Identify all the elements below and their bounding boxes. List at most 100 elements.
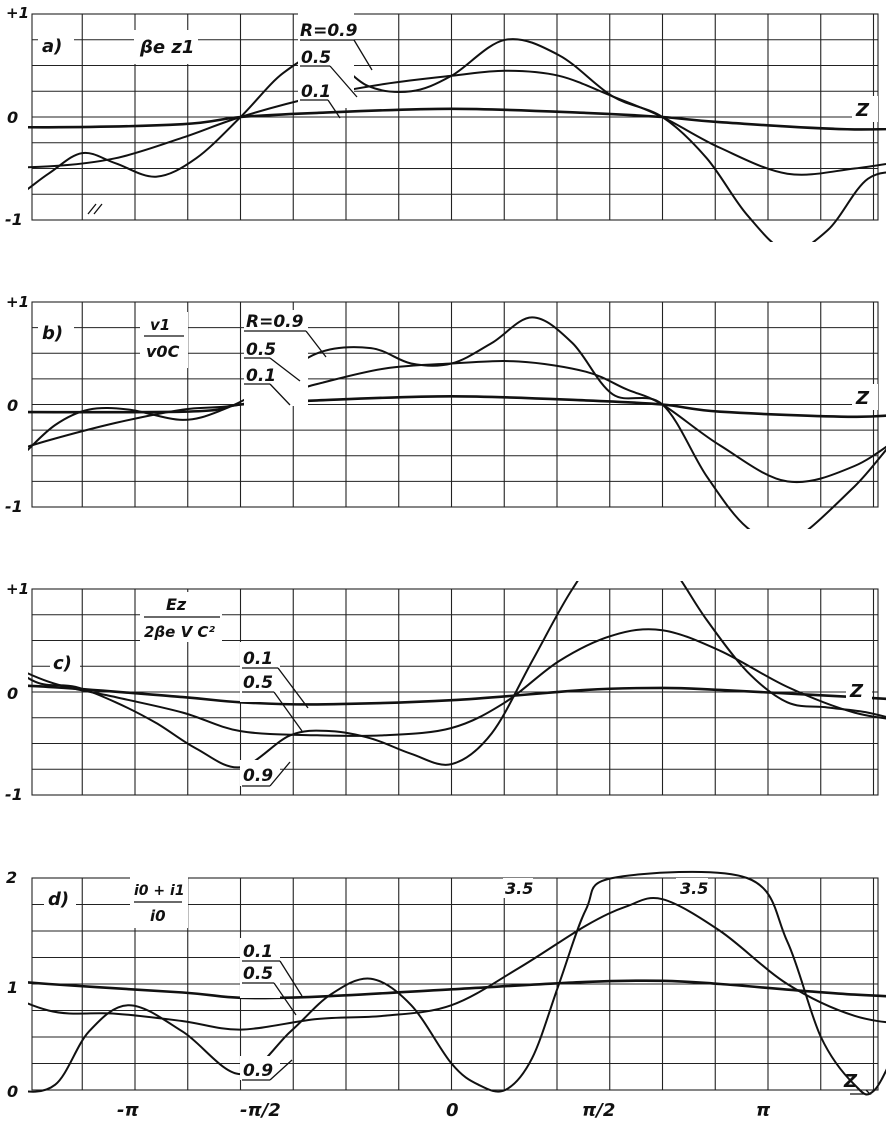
panel-d-ann-left-bg xyxy=(503,878,533,898)
panel-a-series-r05 xyxy=(28,69,886,176)
panel-b-legend-r09: R=0.9 xyxy=(246,312,304,332)
panel-c-z-bg xyxy=(846,678,872,702)
x-tick-labels: -π -π/2 0 π/2 π xyxy=(117,1100,771,1121)
panel-c-leader-r05 xyxy=(273,691,303,732)
panel-a-series-r09 xyxy=(28,38,886,242)
panel-d-leader-r01 xyxy=(279,960,303,997)
panel-b-leader-r09 xyxy=(305,330,327,358)
panel-c-legend-r05: 0.5 xyxy=(243,673,273,693)
panel-b-label-bg xyxy=(38,320,74,344)
panel-d-ytick-top: 2 xyxy=(6,868,17,887)
panel-b-label: b) xyxy=(42,323,63,344)
panel-c-legend-r01: 0.1 xyxy=(243,649,273,669)
panel-a-y-ticks: +1 0 -1 xyxy=(5,4,29,229)
panel-c-ytick-top: +1 xyxy=(6,580,29,598)
panel-d-leader-r05 xyxy=(273,982,297,1016)
panel-b-labels: b) v1 v0C R=0.9 0.5 0.1 Z xyxy=(38,310,878,410)
panel-c-ytick-bot: -1 xyxy=(5,785,23,804)
xtick-minus-pi: -π xyxy=(117,1100,139,1121)
panel-d-ytick-bot: 0 xyxy=(7,1082,18,1101)
panel-a-leader-r05 xyxy=(329,65,358,98)
panel-d-label-bg xyxy=(44,886,76,910)
panel-b-z-label: Z xyxy=(855,388,870,409)
panel-a-break-mark xyxy=(87,203,103,215)
panel-d-legend-r01: 0.1 xyxy=(243,942,273,962)
panel-d: 2 1 0 d) i0 + i1 i0 3.5 3.5 0.1 0.5 0.9 xyxy=(6,868,886,1121)
panel-d-series-r05 xyxy=(28,897,886,1031)
panel-c-labels: Ez 2βe V C² c) 0.1 0.5 0.9 Z xyxy=(50,592,872,787)
panel-b-series-r01 xyxy=(28,395,886,419)
panel-b-ylabel-den: v0C xyxy=(146,342,180,361)
panel-d-ann-right-bg xyxy=(676,878,708,898)
panel-c: +1 0 -1 Ez 2βe V C² c) 0.1 0.5 0.9 Z xyxy=(5,580,886,804)
panel-a-legend-r01: 0.1 xyxy=(301,82,331,102)
xtick-half-pi: π/2 xyxy=(582,1100,615,1121)
panel-c-label: c) xyxy=(53,653,72,674)
panel-a-ylabel-bg xyxy=(134,30,198,64)
panel-c-y-ticks: +1 0 -1 xyxy=(5,580,29,804)
panel-b-ytick-bot: -1 xyxy=(5,497,23,516)
panel-c-leader-r01 xyxy=(277,667,309,709)
panel-a-z-label: Z xyxy=(855,100,870,121)
panel-d-legend-r05: 0.5 xyxy=(243,964,273,984)
panel-c-leader-r09 xyxy=(269,761,291,787)
panel-b-legend-r01: 0.1 xyxy=(246,366,276,386)
panel-d-legend-r09: 0.9 xyxy=(243,1061,273,1081)
panel-b-grid xyxy=(31,301,879,508)
panel-a-labels: a) βe z1 R=0.9 0.5 0.1 Z xyxy=(38,12,878,215)
panel-d-annotation-left: 3.5 xyxy=(505,879,533,898)
panel-d-ylabel-den: i0 xyxy=(150,907,166,925)
panel-b-ytick-mid: 0 xyxy=(7,396,18,415)
panel-d-curves xyxy=(28,870,886,1096)
panel-a-legend-r05: 0.5 xyxy=(301,48,331,68)
panel-c-ytick-mid: 0 xyxy=(7,684,18,703)
panel-c-ylabel-num: Ez xyxy=(166,595,187,614)
panel-a-ylabel: βe z1 xyxy=(139,37,194,58)
panel-a-ytick-bot: -1 xyxy=(5,210,23,229)
panel-a-leader-r09 xyxy=(353,39,373,71)
panel-c-series-r05 xyxy=(28,628,886,737)
panel-d-leader-r09 xyxy=(269,1059,293,1081)
panel-d-ylabel-num: i0 + i1 xyxy=(134,883,185,899)
panel-b-series-r09 xyxy=(28,316,886,529)
panel-a-label-bg xyxy=(38,33,74,57)
panel-d-label: d) xyxy=(48,889,69,910)
panel-d-labels: d) i0 + i1 i0 3.5 3.5 0.1 0.5 0.9 Z xyxy=(44,876,872,1095)
xtick-minus-half-pi: -π/2 xyxy=(240,1100,281,1121)
panel-b-ytick-top: +1 xyxy=(6,293,29,311)
panel-a-ytick-mid: 0 xyxy=(7,108,18,127)
panel-b-curves xyxy=(28,316,886,529)
panel-c-series-r01 xyxy=(28,684,886,706)
panel-c-z-label: Z xyxy=(849,681,864,702)
panel-c-curves xyxy=(28,581,886,769)
panel-d-ytick-mid: 1 xyxy=(7,978,18,997)
panel-a-series-r01 xyxy=(28,107,886,131)
panel-b-series-r05 xyxy=(28,360,886,484)
panel-b-y-ticks: +1 0 -1 xyxy=(5,293,29,516)
panel-c-ylabel-den: 2βe V C² xyxy=(144,623,215,641)
panel-a-leader-r01 xyxy=(327,99,341,119)
panel-a-curves xyxy=(28,38,886,242)
panel-d-series-r01 xyxy=(28,979,886,1000)
panel-b-ylabel-num: v1 xyxy=(150,316,170,334)
panel-a-z-bg xyxy=(852,96,878,122)
panel-c-label-bg xyxy=(50,650,80,674)
panel-d-annotation-right: 3.5 xyxy=(680,879,708,898)
panel-a: +1 0 -1 a) βe z1 R=0.9 0.5 0.1 Z xyxy=(5,4,886,242)
xtick-pi: π xyxy=(756,1100,771,1121)
panel-d-legend-bg xyxy=(240,938,280,998)
panel-d-z-arrow xyxy=(850,1089,872,1095)
panel-b-ylabel-bg xyxy=(140,312,188,368)
panel-c-legend-r09: 0.9 xyxy=(243,766,273,786)
xtick-zero: 0 xyxy=(446,1100,459,1121)
panel-a-ytick-top: +1 xyxy=(6,4,29,22)
panel-b-leader-r05 xyxy=(269,357,301,382)
panel-c-series-r09 xyxy=(28,581,886,769)
panel-d-r09-bg xyxy=(240,1056,280,1080)
panel-c-frame xyxy=(31,588,879,796)
panel-b-leader-r01 xyxy=(269,383,291,406)
panel-a-legend-bg xyxy=(298,12,354,108)
panel-b-z-bg xyxy=(852,384,878,410)
panel-a-legend-r09: R=0.9 xyxy=(300,21,358,41)
